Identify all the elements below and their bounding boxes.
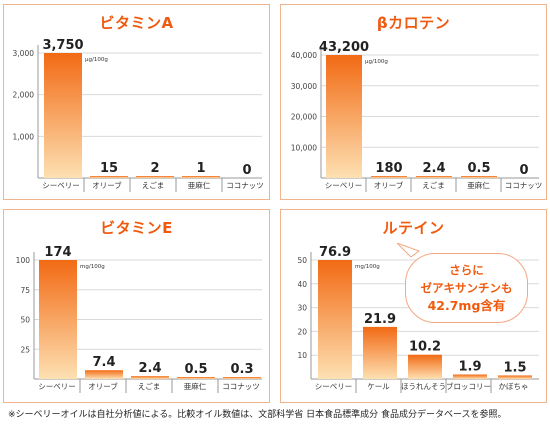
y-tick-label: 50	[297, 256, 307, 265]
bar	[408, 354, 442, 379]
bar	[136, 176, 174, 178]
data-label: 174	[44, 245, 71, 260]
callout-line-2: ゼアキサンチンも	[420, 281, 513, 295]
x-tick-label: オリーブ	[374, 180, 404, 190]
x-tick-label: 亜麻仁	[467, 180, 490, 190]
bar-chart: 3,000 2,000 1,000 3,750 シーベリー 15 オリーブ 2 えごま 1 亜麻仁 0…	[13, 38, 264, 192]
data-label: 7.4	[92, 355, 115, 370]
bar	[131, 376, 169, 379]
y-tick-label: 40,000	[291, 51, 317, 60]
y-tick-label: 30	[297, 304, 307, 313]
bar	[223, 377, 261, 379]
data-label: 0.5	[467, 161, 490, 176]
x-tick-label: シーベリー	[325, 181, 363, 190]
data-label: 2.4	[422, 161, 445, 176]
y-tick-label: 40	[297, 280, 307, 289]
bar	[326, 55, 362, 178]
x-tick-label: オリーブ	[92, 180, 122, 190]
chart-title: ルテイン	[382, 219, 445, 237]
bar	[498, 375, 532, 379]
y-tick-label: 100	[16, 256, 31, 265]
unit-label: mg/100g	[80, 264, 105, 270]
data-label: 1	[196, 161, 205, 176]
y-tick-label: 3,000	[13, 49, 35, 58]
x-tick-label: ブロッコリー	[446, 381, 491, 391]
data-label: 0	[519, 163, 528, 178]
zeaxanthin-callout: さらに ゼアキサンチンも 42.7mg含有	[405, 253, 528, 323]
x-tick-label: シーベリー	[42, 181, 80, 190]
data-label: 0.5	[184, 362, 207, 377]
data-label: 2.4	[138, 361, 161, 376]
y-tick-label: 30,000	[291, 82, 317, 91]
data-label: 1.9	[458, 359, 481, 374]
data-label: 2	[150, 161, 159, 176]
chart-title: ビタミンE	[100, 219, 173, 237]
y-tick-label: 75	[20, 286, 30, 295]
bar	[182, 176, 220, 178]
bar	[85, 370, 123, 379]
bar-chart: 40,000 30,000 20,000 10,000 43,200 シーベリー 180 オリ…	[291, 40, 543, 192]
x-tick-label: ココナッツ	[222, 382, 260, 391]
bar	[461, 176, 497, 178]
y-tick-label: 10,000	[291, 143, 317, 152]
x-tick-label: シーベリー	[38, 382, 76, 391]
x-tick-label: かぼちゃ	[499, 382, 529, 391]
source-footnote: ※シーベリーオイルは自社分析値による。比較オイル数値は、文部科学省 日本食品標準…	[8, 410, 507, 420]
data-label: 15	[100, 161, 118, 176]
data-label: 0	[242, 163, 251, 178]
x-tick-label: ココナッツ	[505, 181, 543, 190]
data-label: 21.9	[364, 312, 396, 327]
x-tick-label: 亜麻仁	[188, 180, 211, 190]
y-tick-label: 10	[297, 351, 307, 360]
x-tick-label: シーベリー	[315, 382, 353, 391]
bar	[44, 53, 82, 178]
y-tick-label: 50	[20, 316, 30, 325]
bar	[453, 374, 487, 379]
y-tick-label: 20,000	[291, 113, 317, 122]
bar	[363, 326, 397, 379]
data-label: 1.5	[503, 360, 526, 375]
y-tick-label: 2,000	[13, 91, 35, 100]
callout-tail	[396, 243, 421, 258]
unit-label: μg/100g	[85, 57, 108, 63]
x-tick-label: 亜麻仁	[184, 381, 207, 391]
callout-line-1: さらに	[449, 263, 484, 277]
chart-title: ビタミンA	[99, 14, 174, 32]
y-tick-label: 25	[20, 345, 30, 354]
chart-panel-vitamin-a: ビタミンA 3,000 2,000 1,000 3,750 シーベリー 15 オリーブ 2 えご…	[3, 4, 270, 200]
data-label: 76.9	[319, 245, 351, 260]
x-tick-label: えごま	[142, 180, 165, 190]
bar	[39, 260, 77, 379]
bar	[318, 260, 352, 379]
x-tick-label: ほうれんそう	[401, 382, 446, 391]
x-tick-label: えごま	[422, 180, 445, 190]
bar	[371, 176, 407, 178]
data-label: 3,750	[42, 38, 83, 53]
chart-panel-vitamin-e: ビタミンE 100 75 50 25 174 シーベリー 7.4 オリーブ 2.4 えごま 0.5 亜…	[3, 209, 270, 403]
callout-line-3: 42.7mg含有	[427, 298, 506, 313]
data-label: 43,200	[319, 40, 369, 55]
bar	[177, 377, 215, 379]
x-tick-label: えごま	[138, 381, 161, 391]
bar	[416, 176, 452, 178]
data-label: 10.2	[409, 340, 441, 355]
y-tick-label: 1,000	[13, 132, 35, 141]
unit-label: μg/100g	[365, 59, 388, 65]
y-tick-label: 20	[297, 327, 307, 336]
bar-chart: 100 75 50 25 174 シーベリー 7.4 オリーブ 2.4 えごま 0.5 亜麻仁 0.3 コ…	[16, 245, 262, 393]
data-label: 180	[375, 161, 402, 176]
unit-label: mg/100g	[355, 264, 380, 270]
chart-panel-beta-carotene: βカロテン 40,000 30,000 20,000 10,000 43,200 シーベリ…	[280, 4, 547, 200]
bar	[90, 176, 128, 178]
x-tick-label: ケール	[367, 382, 390, 391]
x-tick-label: ココナッツ	[226, 181, 264, 190]
data-label: 0.3	[230, 362, 253, 377]
chart-title: βカロテン	[376, 14, 451, 32]
x-tick-label: オリーブ	[88, 381, 118, 391]
